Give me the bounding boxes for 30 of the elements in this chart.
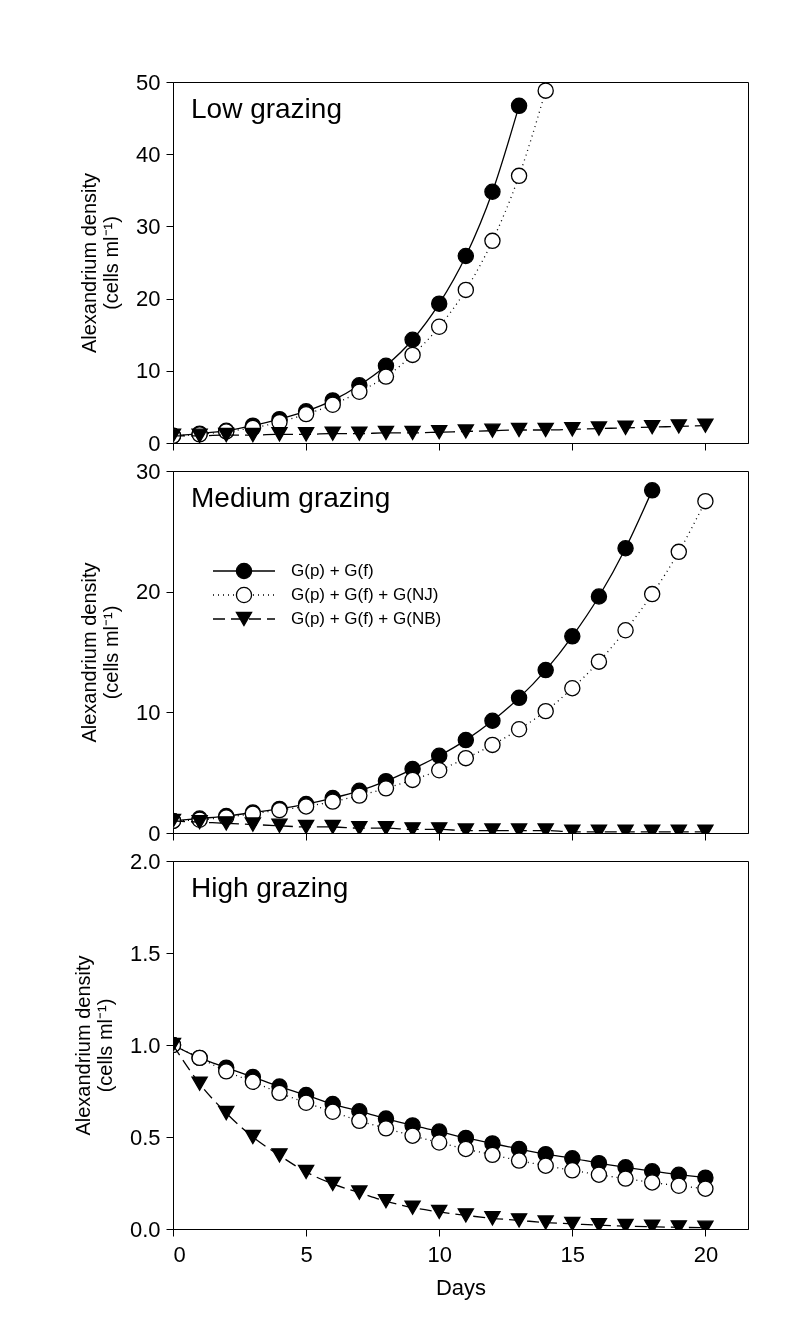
x-axis-title: Days (435, 1274, 487, 1300)
y-axis-title: Alexandrium density (cells ml⁻¹) (78, 562, 123, 743)
y-axis-title: Alexandrium density (cells ml⁻¹) (71, 955, 116, 1136)
y-tick-label: 40 (136, 141, 161, 167)
y-tick-label: 50 (136, 69, 161, 95)
y-tick-label: 0.5 (129, 1124, 161, 1150)
y-tick-label: 30 (136, 213, 161, 239)
chart-title: Low grazing (191, 93, 342, 124)
y-tick-label: 30 (136, 458, 161, 484)
y-tick-label: 0 (148, 430, 161, 456)
x-tick-label: 20 (693, 1241, 719, 1267)
legend-label: G(p) + G(f) + G(NB) (291, 609, 442, 628)
y-tick-label: 20 (136, 286, 161, 312)
y-tick-label: 2.0 (129, 848, 161, 874)
x-tick-label: 5 (300, 1241, 313, 1267)
y-tick-label: 1.0 (129, 1032, 161, 1058)
y-tick-label: 1.5 (129, 940, 161, 966)
y-axis-title: Alexandrium density (cells ml⁻¹) (78, 172, 123, 354)
chart-title: High grazing (191, 872, 349, 903)
y-tick-label: 0 (148, 820, 161, 846)
x-tick-label: 0 (173, 1241, 186, 1267)
x-tick-label: 10 (427, 1241, 452, 1267)
legend-label: G(p) + G(f) (291, 561, 374, 580)
x-tick-label: 15 (560, 1241, 586, 1267)
y-tick-label: 0.0 (129, 1216, 161, 1242)
y-tick-label: 10 (136, 699, 161, 725)
y-tick-label: 10 (136, 358, 161, 384)
legend-label: G(p) + G(f) + G(NJ) (291, 585, 439, 604)
chart-title: Medium grazing (191, 482, 391, 513)
y-tick-label: 20 (136, 579, 161, 605)
